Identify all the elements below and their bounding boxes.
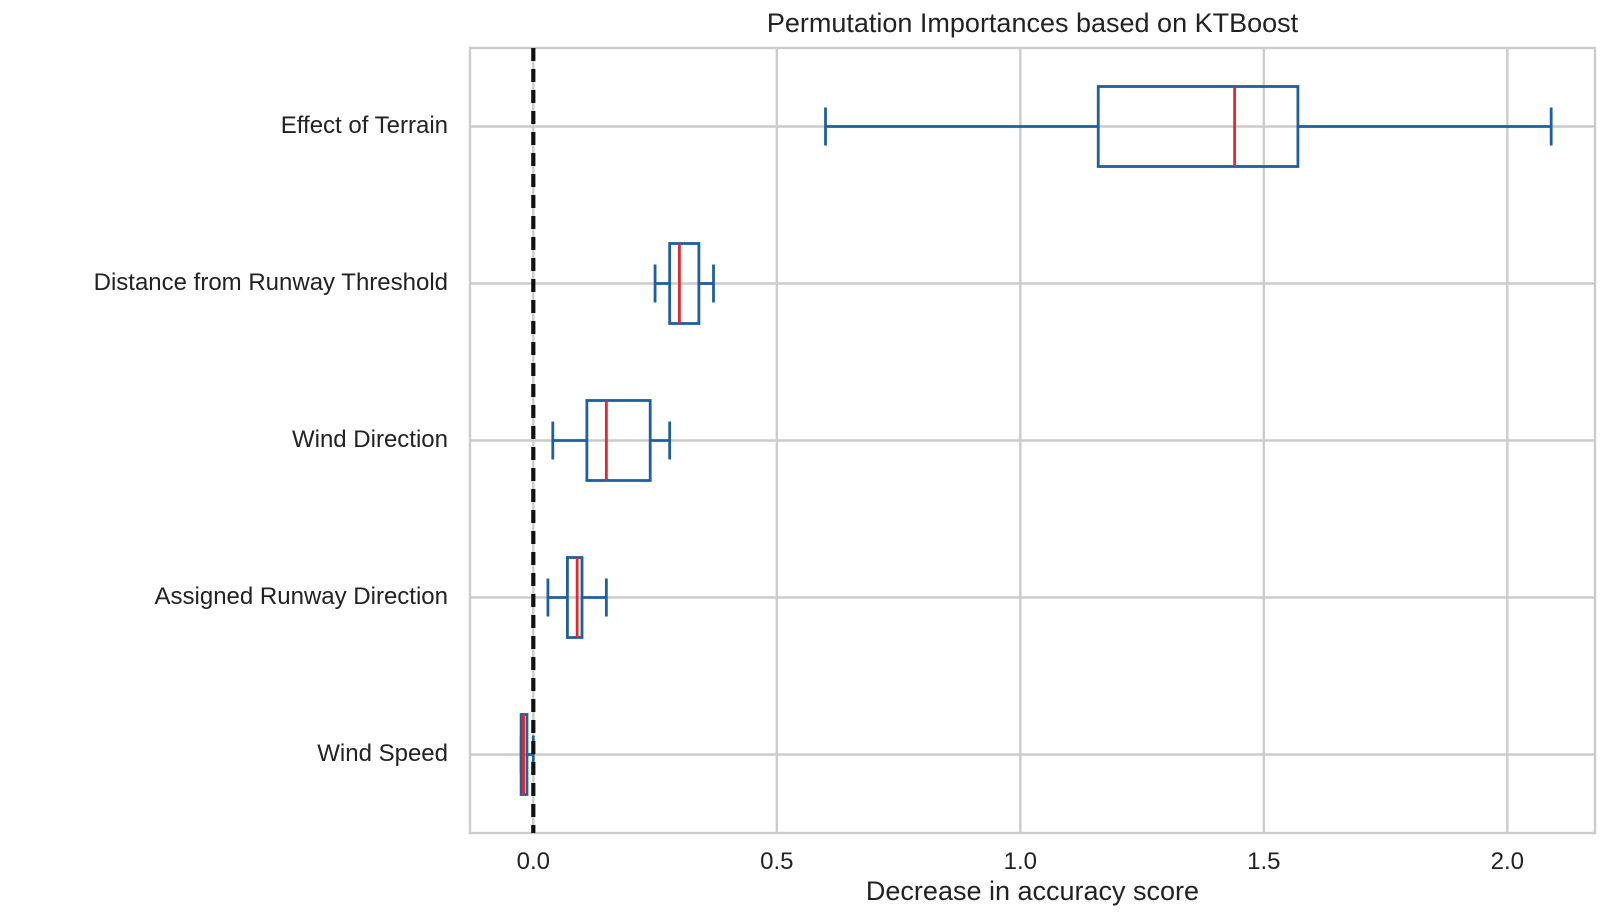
x-tick-label: 2.0 — [1491, 848, 1524, 875]
box-group — [551, 399, 672, 482]
x-tick-label: 0.5 — [760, 848, 793, 875]
y-tick-label: Assigned Runway Direction — [155, 583, 448, 610]
iqr-box — [668, 242, 701, 325]
y-tick-label: Wind Direction — [292, 426, 448, 453]
x-axis-label: Decrease in accuracy score — [866, 876, 1199, 906]
y-tick-label: Wind Speed — [317, 740, 448, 767]
y-tick-label: Effect of Terrain — [281, 112, 448, 139]
x-tick-label: 1.5 — [1247, 848, 1280, 875]
iqr-box — [1096, 85, 1300, 168]
iqr-box — [566, 556, 584, 639]
box-group — [546, 556, 608, 639]
box-group — [653, 242, 715, 325]
chart-title: Permutation Importances based on KTBoost — [767, 8, 1299, 38]
box-group — [824, 85, 1553, 168]
iqr-box — [585, 399, 652, 482]
x-tick-label: 0.0 — [517, 848, 550, 875]
y-tick-label: Distance from Runway Threshold — [94, 269, 448, 296]
plot-frame — [468, 46, 1597, 835]
x-tick-label: 1.0 — [1004, 848, 1037, 875]
